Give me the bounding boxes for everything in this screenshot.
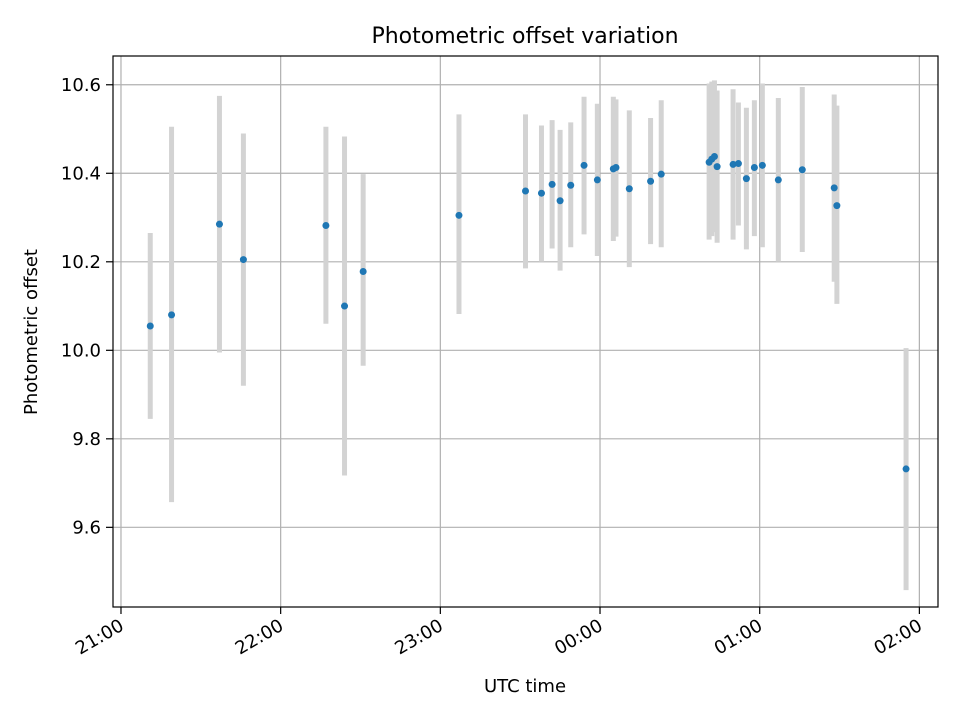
data-point: [657, 170, 665, 178]
data-point: [580, 161, 588, 169]
data-point: [612, 164, 620, 172]
x-axis-label: UTC time: [484, 676, 566, 697]
y-tick-label: 10.2: [61, 252, 101, 273]
data-point: [625, 185, 633, 193]
data-point: [556, 197, 564, 205]
y-tick-label: 10.0: [61, 340, 101, 361]
data-point: [146, 322, 154, 330]
data-point: [341, 302, 349, 310]
data-point: [537, 189, 545, 197]
y-tick-label: 10.6: [61, 75, 101, 96]
data-point: [239, 256, 247, 264]
data-point: [798, 166, 806, 174]
y-tick-label: 9.8: [72, 429, 101, 450]
data-point: [359, 268, 367, 276]
data-point: [742, 175, 750, 183]
data-point: [168, 311, 176, 319]
data-point: [710, 152, 718, 160]
data-point: [750, 164, 758, 172]
data-point: [322, 222, 330, 230]
data-point: [833, 202, 841, 210]
data-point: [567, 181, 575, 189]
data-point: [593, 176, 601, 184]
data-point: [729, 160, 737, 168]
data-point: [734, 160, 742, 168]
y-tick-label: 9.6: [72, 517, 101, 538]
data-point: [548, 180, 556, 188]
data-points: [146, 152, 910, 473]
data-point: [522, 187, 529, 195]
data-point: [215, 220, 223, 228]
data-point: [647, 177, 655, 185]
data-point: [455, 211, 463, 219]
data-point: [713, 163, 721, 171]
data-point: [774, 176, 782, 184]
y-axis-label: Photometric offset: [21, 249, 42, 415]
y-tick-label: 10.4: [61, 163, 101, 184]
chart-title: Photometric offset variation: [371, 24, 678, 49]
data-point: [902, 465, 910, 473]
grid-lines: [113, 56, 938, 607]
data-point: [830, 184, 838, 192]
data-point: [758, 161, 766, 169]
plot-frame: [112, 55, 939, 608]
